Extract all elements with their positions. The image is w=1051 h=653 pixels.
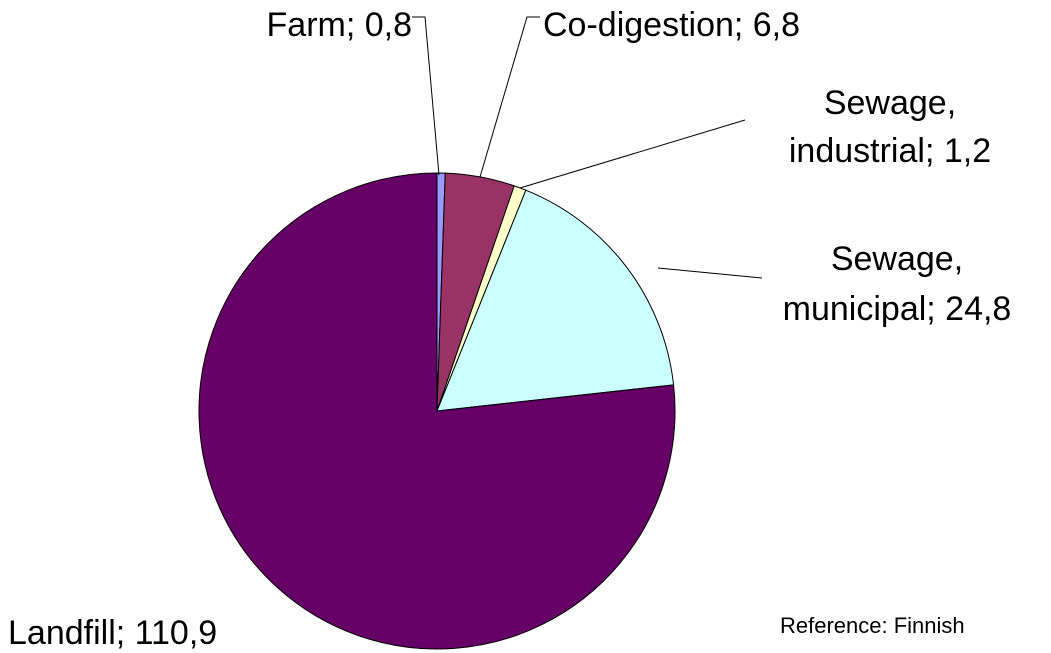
- slice-label: industrial; 1,2: [789, 132, 991, 170]
- slice-label: Sewage,: [824, 84, 956, 122]
- leader-line: [657, 267, 763, 279]
- slice-label: Sewage,: [831, 240, 963, 278]
- slice-label: municipal; 24,8: [783, 290, 1012, 328]
- slice-label: Co-digestion; 6,8: [543, 6, 800, 44]
- leader-line: [519, 119, 746, 189]
- slice-label: Farm; 0,8: [267, 6, 412, 44]
- note: Reference: Finnish: [780, 613, 965, 638]
- pie-slice: [436, 189, 675, 412]
- slice-label: Landfill; 110,9: [8, 614, 217, 652]
- leader-line: [412, 16, 440, 176]
- leader-line: [479, 16, 540, 178]
- pie-slice: [198, 172, 676, 650]
